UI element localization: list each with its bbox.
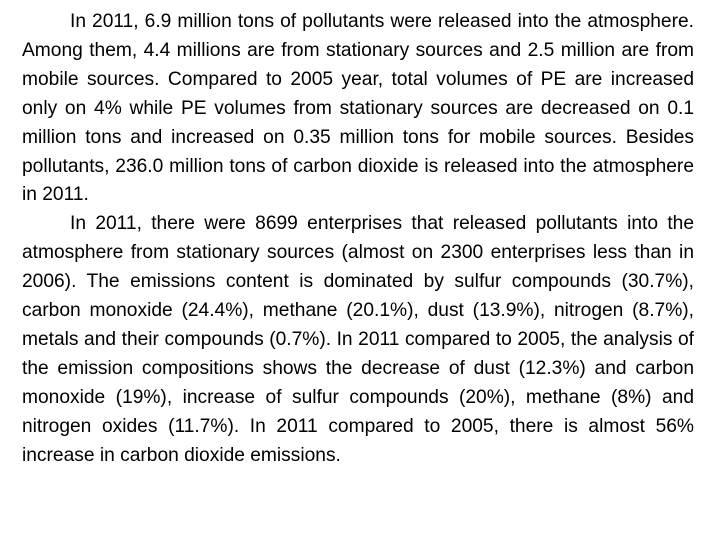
paragraph-enterprises-composition: In 2011, there were 8699 enterprises tha… <box>22 213 694 466</box>
paragraph-emissions-overview: In 2011, 6.9 million tons of pollutants … <box>22 11 694 206</box>
